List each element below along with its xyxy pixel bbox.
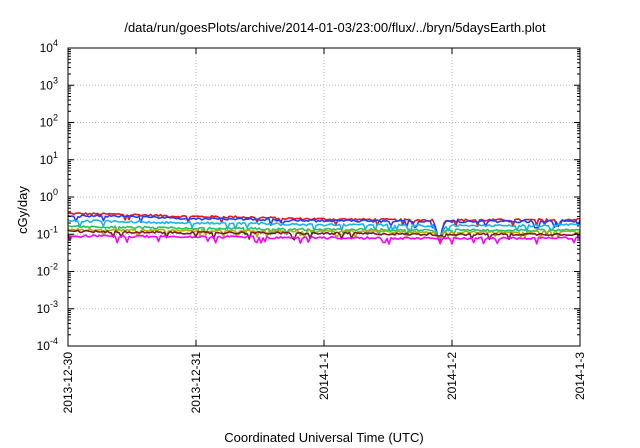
grid-lines [68, 48, 581, 346]
series-line-6 [67, 229, 581, 241]
series-line-2 [67, 214, 581, 240]
y-tick-label: 100 [40, 187, 58, 204]
y-tick-label: 104 [40, 38, 58, 55]
x-tick-label: 2014-1-3 [573, 352, 587, 400]
x-tick-label: 2014-1-1 [317, 352, 331, 400]
chart-title: /data/run/goesPlots/archive/2014-01-03/2… [124, 20, 546, 35]
x-tick-label: 2014-1-2 [445, 352, 459, 400]
y-axis: 10-4 10-3 10-2 10-1 100 101 102 103 104 [37, 38, 580, 353]
y-axis-label: cGy/day [15, 186, 30, 234]
y-tick-label: 10-1 [37, 224, 58, 241]
series-line-4 [68, 224, 581, 239]
y-tick-label: 10-4 [37, 336, 58, 353]
x-axis-label: Coordinated Universal Time (UTC) [224, 430, 423, 445]
series-line-3 [67, 219, 581, 240]
series-line-7 [67, 234, 581, 245]
y-tick-label: 10-3 [37, 299, 58, 316]
series-line-1 [67, 212, 581, 242]
series-line-5 [67, 227, 581, 240]
x-tick-label: 2013-12-30 [61, 352, 75, 414]
series-group [67, 212, 581, 245]
y-tick-label: 101 [40, 150, 58, 167]
x-axis: 2013-12-30 2013-12-31 2014-1-1 2014-1-2 2014… [61, 48, 587, 413]
y-tick-label: 102 [40, 113, 58, 130]
y-tick-label: 103 [40, 75, 58, 92]
y-tick-label: 10-2 [37, 262, 58, 279]
x-tick-label: 2013-12-31 [189, 352, 203, 414]
